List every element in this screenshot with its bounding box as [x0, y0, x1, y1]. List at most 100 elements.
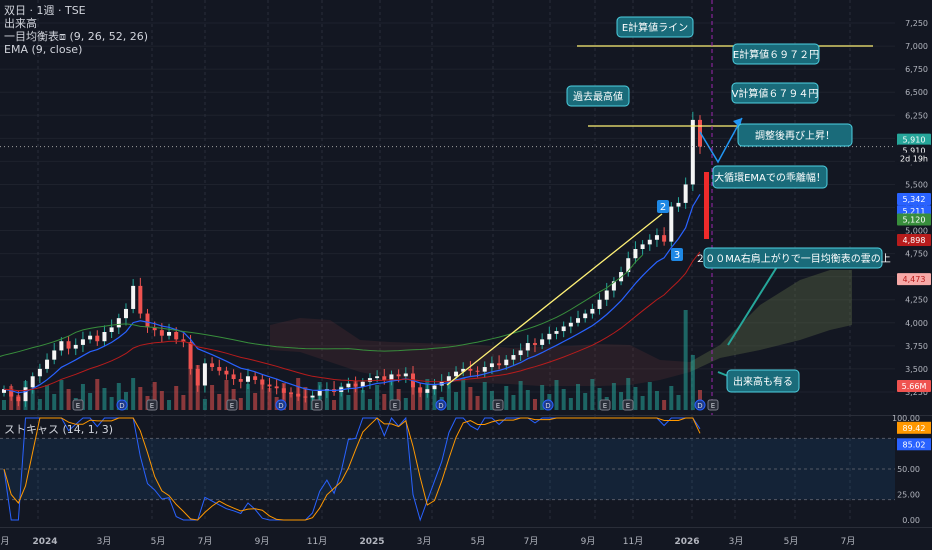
price-badge: [897, 193, 931, 206]
candle-body: [260, 379, 265, 385]
volume-bar: [138, 387, 143, 410]
event-marker-label: D: [278, 402, 283, 410]
volume-bar: [131, 378, 136, 410]
volume-bar: [482, 382, 487, 410]
time-axis-label: 3月: [729, 536, 744, 547]
earnings-marker: [622, 399, 634, 411]
candle-body: [640, 244, 645, 249]
volume-bar: [475, 396, 480, 410]
price-badge-label: 5,910: [903, 136, 926, 145]
legend-ema[interactable]: EMA (9, close): [4, 43, 83, 56]
volume-bar: [489, 391, 494, 410]
time-axis-label: 2024: [32, 537, 57, 547]
candle-body: [461, 368, 466, 372]
volume-bar: [396, 389, 401, 410]
candle-body: [604, 290, 609, 300]
volume-bar: [324, 391, 329, 410]
time-axis-label: 2026: [674, 537, 699, 547]
price-tick-label: 5,500: [905, 180, 928, 189]
volume-bar: [30, 390, 35, 410]
volume-bar: [389, 380, 394, 410]
volume-bar: [245, 384, 250, 410]
candle-body: [195, 368, 200, 386]
event-marker-label: E: [626, 402, 630, 410]
price-badge: [897, 213, 931, 226]
volume-bar: [52, 394, 57, 410]
volume-bar: [647, 382, 652, 410]
price-badge: [897, 133, 931, 146]
candle-body: [389, 374, 394, 380]
time-axis-label: 3月: [417, 536, 432, 547]
candle-body: [346, 383, 351, 388]
price-tick-label: 4,750: [905, 250, 928, 259]
trend-line: [446, 213, 663, 386]
volume-bar: [619, 392, 624, 410]
time-axis-label: 5月: [471, 536, 486, 547]
candle-body: [123, 308, 128, 319]
volume-bar: [88, 393, 93, 410]
volume-bar: [633, 387, 638, 410]
candle-body: [317, 391, 322, 396]
volume-bar: [174, 386, 179, 410]
volume-bar: [367, 399, 372, 410]
volume-bar: [418, 393, 423, 410]
callout-e-line-box: [616, 16, 694, 38]
time-axis-line: [0, 527, 932, 528]
candle-body: [310, 395, 315, 398]
volume-bar: [576, 384, 581, 410]
earnings-marker: [72, 399, 84, 411]
candle-body: [418, 387, 423, 393]
candle-body: [80, 339, 85, 345]
candle-body: [576, 318, 581, 323]
volume-bar: [45, 385, 50, 410]
price-badge: [897, 233, 931, 246]
legend-volume[interactable]: 出来高: [4, 17, 37, 30]
volume-bar: [116, 383, 121, 410]
earnings-marker: [226, 399, 238, 411]
volume-bar: [37, 399, 42, 410]
candle-body: [59, 341, 64, 351]
projection-arrow: [699, 117, 743, 164]
volume-bar: [360, 390, 365, 410]
volume-bar: [454, 392, 459, 410]
candle-body: [281, 388, 286, 393]
candle-body: [73, 344, 78, 349]
candle-body: [367, 378, 372, 382]
volume-bar: [518, 381, 523, 410]
volume-bar: [123, 392, 128, 410]
price-badge-label: 5,342: [903, 195, 926, 204]
candle-body: [525, 343, 530, 351]
event-marker-label: D: [697, 402, 702, 410]
volume-bar: [167, 400, 172, 410]
volume-bar: [80, 384, 85, 410]
price-tick-label: 7,000: [905, 42, 928, 51]
price-badge: [897, 273, 931, 286]
candle-body: [468, 368, 473, 371]
stoch-tick-label: 100.00: [892, 414, 920, 423]
event-marker-label: E: [315, 402, 319, 410]
callout-volume-note-box: [726, 369, 800, 393]
volume-bar: [109, 397, 114, 410]
ichimoku-cloud-bull: [690, 270, 852, 372]
time-axis-label: 11月: [623, 536, 643, 547]
volume-bar: [346, 395, 351, 410]
volume-bar: [432, 388, 437, 410]
volume-bar: [690, 355, 695, 410]
candle-body: [245, 376, 250, 382]
volume-bar: [375, 385, 380, 410]
volume-bar: [260, 379, 265, 410]
legend-ichimoku[interactable]: 一目均衡表⧈ (9, 26, 52, 26): [4, 30, 149, 43]
volume-bar: [654, 391, 659, 410]
volume-bar: [568, 398, 573, 410]
candle-body: [690, 119, 695, 185]
volume-bar: [669, 386, 674, 410]
oscillator-legend[interactable]: ストキャス (14, 1, 3): [4, 423, 114, 436]
volume-bar: [532, 399, 537, 410]
candle-body: [95, 335, 100, 342]
volume-bar: [202, 399, 207, 410]
price-badge-label: 5,120: [903, 215, 926, 224]
callout-ema-gap: 大循環EMAでの乖離幅！: [714, 171, 826, 184]
legend-symbol[interactable]: 双日 · 1週 · TSE: [4, 4, 86, 17]
dividend-marker: [694, 399, 706, 411]
